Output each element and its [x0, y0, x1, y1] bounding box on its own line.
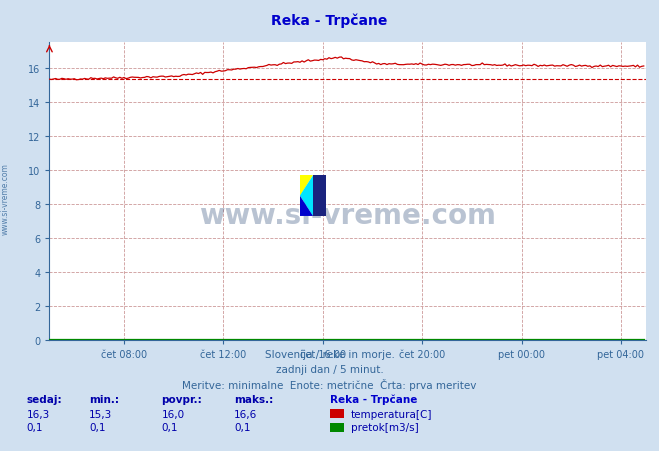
Text: Reka - Trpčane: Reka - Trpčane [330, 394, 417, 405]
Text: 16,0: 16,0 [161, 409, 185, 419]
Text: temperatura[C]: temperatura[C] [351, 409, 432, 419]
Text: www.si-vreme.com: www.si-vreme.com [199, 202, 496, 230]
Text: maks.:: maks.: [234, 394, 273, 404]
Text: pretok[m3/s]: pretok[m3/s] [351, 423, 418, 433]
Text: povpr.:: povpr.: [161, 394, 202, 404]
Text: 16,3: 16,3 [26, 409, 49, 419]
Text: 0,1: 0,1 [26, 423, 43, 433]
Polygon shape [300, 176, 313, 216]
Text: sedaj:: sedaj: [26, 394, 62, 404]
Text: zadnji dan / 5 minut.: zadnji dan / 5 minut. [275, 364, 384, 374]
Text: Slovenija / reke in morje.: Slovenija / reke in morje. [264, 349, 395, 359]
Polygon shape [300, 176, 313, 196]
Polygon shape [300, 196, 313, 216]
Text: Meritve: minimalne  Enote: metrične  Črta: prva meritev: Meritve: minimalne Enote: metrične Črta:… [183, 378, 476, 390]
Text: 0,1: 0,1 [234, 423, 250, 433]
Polygon shape [313, 176, 326, 216]
Text: 0,1: 0,1 [89, 423, 105, 433]
Text: www.si-vreme.com: www.si-vreme.com [1, 162, 10, 235]
Text: min.:: min.: [89, 394, 119, 404]
Text: 15,3: 15,3 [89, 409, 112, 419]
Text: 0,1: 0,1 [161, 423, 178, 433]
Text: Reka - Trpčane: Reka - Trpčane [272, 13, 387, 28]
Text: 16,6: 16,6 [234, 409, 257, 419]
